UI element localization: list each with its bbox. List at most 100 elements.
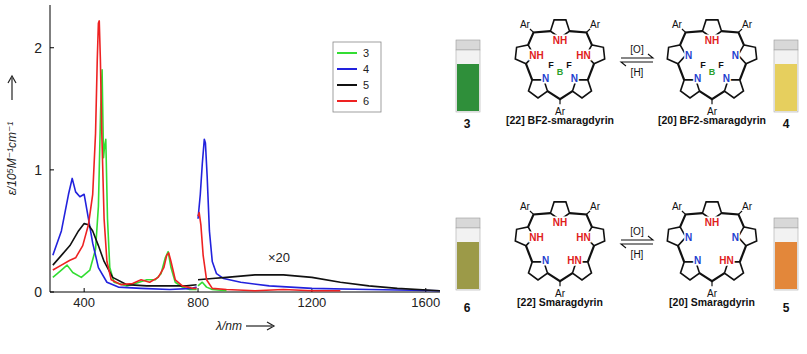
x-tick-label: 1200 [297, 295, 326, 310]
ring-atom: HN [719, 255, 733, 266]
aryl-bond [682, 211, 686, 214]
reductant: [H] [631, 67, 644, 78]
legend-label: 3 [363, 47, 369, 59]
ring-atom: NH [553, 217, 567, 228]
ring-atom: N [732, 50, 739, 61]
structure: ArArArNHNNNNFBF [667, 19, 756, 117]
legend-label: 5 [363, 79, 369, 91]
x-axis-label: λ/nm [215, 319, 242, 333]
vial-solution [775, 64, 797, 111]
meso-bond [699, 91, 724, 99]
ring-atom: HN [576, 232, 590, 243]
x-label-arrow [246, 325, 272, 326]
x-tick-label: 1600 [411, 295, 440, 310]
legend-swatch [337, 100, 357, 102]
vial-solution [775, 242, 797, 289]
direct-bond [678, 246, 684, 262]
x-tick-label: 400 [73, 295, 95, 310]
compound-name: [22] Smaragdyrin [517, 296, 603, 308]
series-line [53, 139, 440, 290]
meso-bond [699, 273, 724, 281]
ring-atom: N [571, 73, 578, 84]
y-tick [50, 292, 54, 293]
meso-group: Ar [672, 19, 683, 30]
meso-bond [680, 213, 702, 227]
bf2-atom: F [700, 60, 706, 70]
vial [774, 50, 798, 112]
structure: ArArArNHNHNNN [667, 201, 756, 299]
legend-swatch [337, 84, 357, 86]
x-tick [84, 288, 85, 292]
aryl-bond [530, 211, 534, 214]
meso-group: Ar [672, 201, 683, 212]
meso-bond [570, 213, 592, 227]
meso-group: Ar [742, 201, 753, 212]
meso-group: Ar [520, 19, 531, 30]
structure: ArArArNHHNNNNHFBF [515, 19, 604, 117]
direct-bond [588, 246, 594, 262]
vial-cap [774, 40, 798, 50]
compound-number: 6 [464, 301, 471, 315]
pyrrole-ring [738, 45, 757, 64]
ring-atom: HN [576, 50, 590, 61]
y-tick-label: 2 [34, 40, 42, 56]
aryl-bond [530, 29, 534, 32]
legend-swatch [337, 68, 357, 70]
compound-number: 3 [464, 117, 471, 131]
oxidant: [O] [630, 44, 644, 55]
y-tick-label: 0 [34, 284, 42, 300]
reductant: [H] [631, 249, 644, 260]
x-tick [198, 288, 199, 292]
ring-atom: NH [529, 232, 543, 243]
pyrrole-ring [667, 227, 686, 246]
meso-bond [547, 91, 572, 99]
direct-bond [740, 246, 746, 262]
direct-bond [740, 64, 746, 80]
figure: 400 800 1200 1600 0 1 2 ε/10⁵M⁻¹cm⁻¹ λ/nm ×20 3 4 5 6… [0, 0, 807, 354]
vial-solution [457, 242, 479, 289]
bf2-atom: F [548, 60, 554, 70]
annotation: ×20 [268, 250, 290, 265]
oxidant: [O] [630, 226, 644, 237]
bf2-atom: B [557, 67, 564, 77]
ring-atom: N [694, 73, 701, 84]
x-tick-label: 800 [187, 295, 209, 310]
ring-atom: N [542, 255, 549, 266]
aryl-bond [711, 99, 712, 104]
compound-number: 4 [783, 117, 790, 131]
y-tick-label: 1 [34, 162, 42, 178]
meso-group: Ar [590, 19, 601, 30]
meso-group: Ar [590, 201, 601, 212]
ring-atom: NH [529, 50, 543, 61]
legend-label: 6 [363, 95, 369, 107]
direct-bond [526, 246, 532, 262]
aryl-bond [711, 281, 712, 286]
legend-box [333, 42, 381, 112]
reverse-arrow [621, 62, 653, 66]
y-label-arrowhead [8, 76, 16, 83]
series-line [53, 224, 440, 291]
background [0, 0, 807, 354]
ring-atom: N [542, 73, 549, 84]
meso-group: Ar [520, 201, 531, 212]
ring-atom: HN [567, 255, 581, 266]
meso-bond [570, 31, 592, 45]
ring-atom: NH [705, 35, 719, 46]
series-line [53, 21, 341, 291]
ring-atom: N [732, 232, 739, 243]
y-label-arrow [11, 78, 12, 100]
vial [456, 50, 480, 112]
meso-bond [528, 213, 550, 227]
aryl-bond [682, 29, 686, 32]
meso-bond [722, 213, 744, 227]
meso-bond [547, 273, 572, 281]
vial-solution [457, 64, 479, 111]
y-axis-label: ε/10⁵M⁻¹cm⁻¹ [5, 122, 19, 196]
direct-bond [588, 64, 594, 80]
direct-bond [678, 64, 684, 80]
y-tick [50, 169, 54, 170]
compound-name: [20] Smaragdyrin [669, 296, 755, 308]
pyrrole-ring [667, 45, 686, 64]
ring-atom: NH [553, 35, 567, 46]
plot-area [53, 21, 440, 291]
